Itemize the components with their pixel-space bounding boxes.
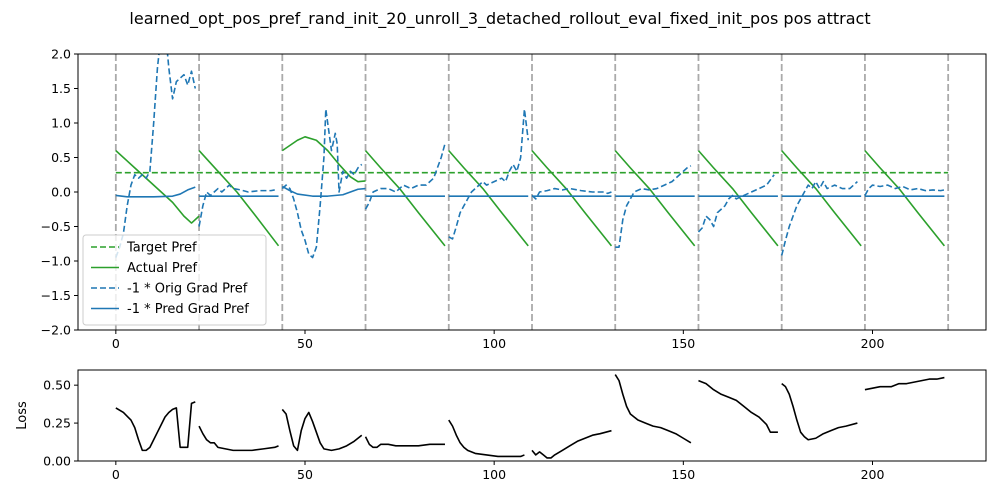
- bottom-y-tick-0: 0.00: [43, 454, 78, 469]
- bottom-loss-line-6: [614, 374, 692, 444]
- top-x-tick-label: 0: [112, 336, 120, 351]
- actual-pref-line-4: [448, 150, 529, 247]
- top-y-tick-1: −1.5: [41, 288, 78, 303]
- actual-pref-line-2: [281, 136, 366, 183]
- 1-orig-grad-pref-line-7: [697, 174, 775, 233]
- figure-title: learned_opt_pos_pref_rand_init_20_unroll…: [129, 9, 870, 29]
- top-y-tick-label: −1.5: [41, 288, 71, 303]
- bottom-loss-line-8: [781, 383, 858, 441]
- top-y-tick-label: 0.5: [51, 150, 71, 165]
- actual-pref-line-7: [697, 150, 779, 247]
- 1-pred-grad-pref-line-2: [281, 185, 366, 197]
- bottom-x-tick-150: 150: [671, 461, 695, 482]
- bottom-x-tick-label: 50: [297, 467, 313, 482]
- top-y-tick-label: 1.5: [51, 81, 71, 96]
- bottom-y-tick-1: 0.25: [43, 416, 78, 431]
- actual-pref-line-0: [115, 150, 200, 224]
- actual-pref-line-8: [781, 150, 862, 247]
- top-y-tick-8: 2.0: [51, 47, 78, 62]
- top-y-tick-label: −2.0: [41, 323, 71, 338]
- top-y-tick-label: −1.0: [41, 254, 71, 269]
- top-x-tick-label: 150: [671, 336, 695, 351]
- top-y-tick-4: 0.0: [51, 185, 78, 200]
- top-x-tick-150: 150: [671, 330, 695, 351]
- bottom-y-axis-label: Loss: [15, 401, 30, 430]
- bottom-loss-line-2: [281, 408, 363, 452]
- bottom-x-tick-0: 0: [112, 461, 120, 482]
- 1-orig-grad-pref-line-1: [198, 184, 275, 227]
- 1-orig-grad-pref-line-3: [364, 143, 446, 210]
- bottom-loss-line-4: [448, 419, 525, 458]
- top-y-tick-3: −0.5: [41, 219, 78, 234]
- top-y-tick-label: 0.0: [51, 185, 71, 200]
- 1-orig-grad-pref-line-8: [780, 180, 858, 256]
- bottom-y-tick-label: 0.25: [43, 416, 71, 431]
- top-y-tick-7: 1.5: [51, 81, 78, 96]
- top-plot: 0 50 100 150 200 −2.0 −1.5 −1.0 −0.5 0.0 0.5 1.0 1.5…: [41, 47, 987, 351]
- actual-pref-line-5: [531, 150, 613, 247]
- bottom-plot: 0 50 100 150 200 0.00 0.25 0.50 Loss: [15, 369, 987, 482]
- 1-orig-grad-pref-line-9: [864, 184, 945, 196]
- legend-label-1-pred-grad-pref: -1 * Pred Grad Pref: [127, 302, 249, 317]
- bottom-loss-line-5: [531, 429, 612, 459]
- 1-orig-grad-pref-line-6: [615, 165, 692, 248]
- actual-pref-line-3: [364, 150, 446, 247]
- 1-orig-grad-pref-line-0: [115, 54, 197, 258]
- top-x-tick-200: 200: [861, 330, 885, 351]
- bottom-y-tick-label: 0.00: [43, 454, 71, 469]
- bottom-loss-line-0: [115, 401, 196, 452]
- 1-orig-grad-pref-line-4: [448, 108, 530, 240]
- top-y-tick-5: 0.5: [51, 150, 78, 165]
- 1-orig-grad-pref-line-2: [281, 108, 363, 259]
- bottom-x-tick-label: 0: [112, 467, 120, 482]
- top-x-tick-label: 200: [861, 336, 885, 351]
- bottom-x-tick-label: 150: [671, 467, 695, 482]
- top-x-tick-label: 50: [297, 336, 313, 351]
- 1-orig-grad-pref-line-5: [531, 187, 612, 200]
- legend: Target Pref Actual Pref -1 * Orig Grad Pre…: [82, 234, 267, 326]
- top-x-tick-50: 50: [297, 330, 313, 351]
- bottom-plot-area: [115, 374, 945, 459]
- top-plot-area: [114, 54, 950, 330]
- top-y-tick-2: −1.0: [41, 254, 78, 269]
- bottom-loss-line-7: [698, 379, 778, 433]
- top-x-tick-0: 0: [112, 330, 120, 351]
- bottom-x-tick-label: 200: [861, 467, 885, 482]
- bottom-x-tick-200: 200: [861, 461, 885, 482]
- legend-label-actual-pref: Actual Pref: [127, 261, 198, 276]
- top-x-tick-label: 100: [482, 336, 506, 351]
- legend-label-target-pref: Target Pref: [126, 241, 197, 256]
- legend-label-1-orig-grad-pref: -1 * Orig Grad Pref: [127, 282, 248, 297]
- actual-pref-line-6: [614, 150, 696, 247]
- top-y-tick-label: −0.5: [41, 219, 71, 234]
- bottom-y-tick-2: 0.50: [43, 378, 78, 393]
- actual-pref-line-9: [864, 150, 946, 247]
- 1-pred-grad-pref-line-0: [115, 186, 196, 198]
- top-x-tick-100: 100: [482, 330, 506, 351]
- bottom-loss-line-3: [364, 436, 445, 449]
- top-y-tick-label: 1.0: [51, 116, 71, 131]
- bottom-loss-line-9: [864, 376, 945, 391]
- legend-box: [82, 234, 267, 326]
- bottom-loss-line-1: [198, 425, 279, 452]
- top-y-tick-label: 2.0: [51, 47, 71, 62]
- bottom-x-tick-100: 100: [482, 461, 506, 482]
- bottom-axes-frame: [77, 369, 987, 462]
- bottom-x-tick-50: 50: [297, 461, 313, 482]
- bottom-x-tick-label: 100: [482, 467, 506, 482]
- bottom-y-tick-label: 0.50: [43, 378, 71, 393]
- top-y-tick-6: 1.0: [51, 116, 78, 131]
- top-y-tick-0: −2.0: [41, 323, 78, 338]
- actual-pref-line-1: [198, 150, 280, 247]
